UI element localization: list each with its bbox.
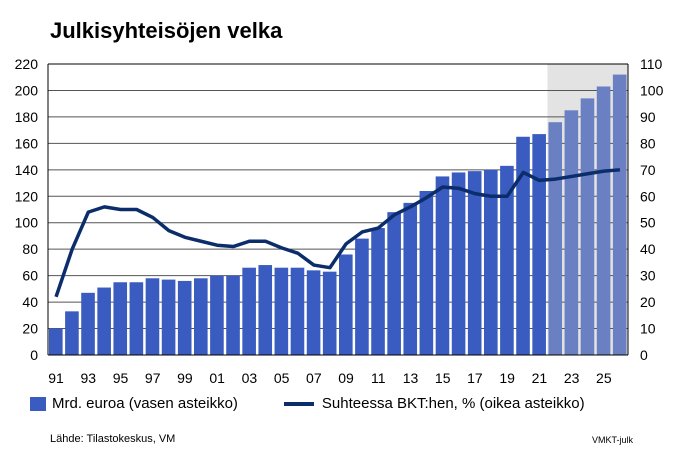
- right-tick-label: 80: [640, 135, 656, 151]
- right-tick-label: 100: [640, 82, 664, 98]
- left-tick-label: 200: [15, 82, 39, 98]
- right-tick-label: 30: [640, 268, 656, 284]
- x-tick-label: 05: [274, 370, 290, 386]
- bar: [387, 212, 401, 355]
- x-tick-label: 17: [467, 370, 483, 386]
- bar: [161, 279, 176, 355]
- bar: [500, 165, 514, 355]
- left-tick-label: 140: [15, 162, 39, 178]
- bar: [65, 311, 79, 355]
- bar: [419, 190, 434, 355]
- x-tick-label: 21: [532, 370, 548, 386]
- chart-title: Julkisyhteisöjen velka: [50, 18, 283, 43]
- bar: [290, 267, 305, 355]
- bar: [371, 228, 385, 355]
- bar: [484, 169, 498, 355]
- x-tick-label: 23: [564, 370, 580, 386]
- right-tick-label: 110: [640, 56, 663, 72]
- chart-code: VMKT-julk: [592, 435, 634, 445]
- bar: [177, 280, 192, 355]
- right-tick-label: 50: [640, 215, 656, 231]
- bar: [210, 275, 224, 355]
- right-tick-label: 90: [640, 109, 656, 125]
- left-tick-label: 100: [15, 215, 39, 231]
- x-tick-label: 91: [48, 370, 64, 386]
- legend: Mrd. euroa (vasen asteikko) Suhteessa BK…: [30, 395, 585, 412]
- left-tick-label: 120: [15, 188, 39, 204]
- bar: [194, 278, 208, 355]
- x-tick-label: 15: [435, 370, 451, 386]
- bar: [306, 270, 321, 355]
- x-tick-label: 03: [242, 370, 258, 386]
- x-tick-label: 13: [403, 370, 419, 386]
- bar: [596, 86, 611, 356]
- bar: [274, 267, 289, 355]
- bar: [548, 122, 563, 355]
- source-note: Lähde: Tilastokeskus, VM: [50, 433, 176, 445]
- left-tick-label: 180: [15, 109, 39, 125]
- left-tick-label: 40: [22, 294, 38, 310]
- bar: [451, 172, 466, 355]
- bar: [322, 271, 337, 355]
- bar: [564, 110, 579, 355]
- bar: [435, 176, 450, 355]
- x-tick-label: 07: [306, 370, 322, 386]
- bar: [81, 292, 95, 355]
- legend-line-swatch: [283, 401, 314, 406]
- left-tick-label: 20: [22, 321, 38, 337]
- bar: [532, 134, 546, 355]
- bar: [612, 74, 627, 355]
- legend-line-label: Suhteessa BKT:hen, % (oikea asteikko): [321, 395, 585, 412]
- bar: [403, 202, 418, 355]
- bar: [129, 282, 144, 355]
- ratio-line: [54, 168, 621, 298]
- bar: [355, 238, 369, 355]
- x-tick-label: 93: [80, 370, 96, 386]
- x-tick-label: 97: [145, 370, 161, 386]
- right-tick-label: 10: [640, 321, 656, 337]
- right-tick-label: 70: [640, 162, 656, 178]
- x-tick-label: 99: [177, 370, 193, 386]
- x-tick-label: 11: [371, 370, 386, 386]
- legend-bar-label: Mrd. euroa (vasen asteikko): [52, 395, 238, 412]
- bar: [516, 136, 530, 355]
- right-tick-label: 20: [640, 294, 656, 310]
- x-tick-label: 09: [338, 370, 354, 386]
- right-tick-label: 40: [640, 241, 656, 257]
- left-tick-label: 60: [22, 268, 38, 284]
- bar: [580, 98, 595, 356]
- x-tick-label: 95: [113, 370, 129, 386]
- bar: [242, 267, 256, 355]
- bar: [258, 265, 273, 355]
- x-tick-label: 25: [596, 370, 612, 386]
- left-tick-label: 0: [30, 347, 38, 363]
- bar: [49, 328, 63, 355]
- left-tick-label: 160: [15, 135, 39, 151]
- left-tick-label: 220: [15, 56, 39, 72]
- x-tick-label: 01: [209, 370, 225, 386]
- bar: [339, 254, 353, 355]
- bar: [145, 278, 160, 355]
- right-tick-label: 60: [640, 188, 656, 204]
- left-tick-label: 80: [22, 241, 38, 257]
- bar: [97, 287, 111, 355]
- bar: [226, 275, 240, 355]
- bar: [467, 171, 482, 355]
- x-tick-label: 19: [499, 370, 515, 386]
- bar: [113, 282, 128, 355]
- legend-bar-swatch: [30, 396, 46, 411]
- right-tick-label: 0: [640, 347, 648, 363]
